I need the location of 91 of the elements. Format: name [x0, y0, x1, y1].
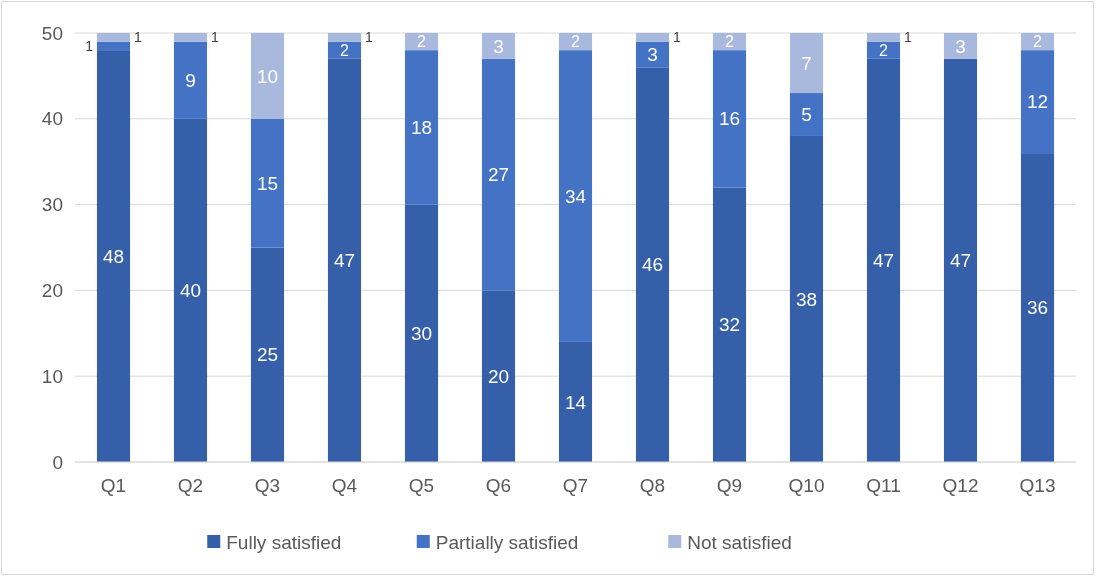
bar	[635, 67, 670, 462]
y-tick-label: 30	[41, 194, 63, 216]
x-tick-label: Q5	[408, 475, 435, 496]
legend-label: Fully satisfied	[226, 531, 342, 553]
data-label: 30	[410, 322, 433, 344]
data-label: 15	[256, 172, 279, 194]
data-label: 38	[795, 288, 818, 310]
bar	[712, 50, 747, 188]
data-label: 1	[365, 29, 374, 46]
bar	[250, 33, 285, 119]
bar	[866, 33, 901, 42]
data-label: 12	[1026, 91, 1049, 113]
x-tick-label: Q9	[716, 475, 743, 496]
data-label: 48	[102, 245, 125, 267]
bar	[712, 187, 747, 462]
data-label: 7	[801, 52, 812, 74]
x-tick-label: Q6	[485, 475, 512, 496]
data-label: 2	[571, 33, 581, 51]
legend-label: Partially satisfied	[435, 531, 579, 553]
bar	[173, 118, 208, 462]
data-label: 47	[949, 250, 972, 272]
bar	[327, 33, 362, 42]
bar	[1020, 50, 1055, 154]
x-tick-label: Q7	[562, 475, 589, 496]
data-label: 32	[718, 314, 741, 336]
bar	[250, 247, 285, 462]
y-tick-label: 40	[41, 108, 63, 130]
data-label: 2	[417, 33, 427, 51]
data-label: 47	[872, 250, 895, 272]
data-label: 2	[725, 33, 735, 51]
x-tick-label: Q2	[177, 475, 204, 496]
bar	[1020, 153, 1055, 462]
bar	[404, 204, 439, 462]
bar	[558, 50, 593, 342]
data-label: 1	[211, 29, 220, 46]
data-label: 5	[801, 104, 812, 126]
data-label: 2	[1033, 33, 1043, 51]
y-tick-label: 10	[41, 365, 63, 387]
data-label: 47	[333, 250, 356, 272]
data-label: 27	[487, 164, 510, 186]
data-label: 1	[85, 37, 94, 54]
data-label: 16	[718, 108, 741, 130]
bar	[327, 58, 362, 462]
y-tick-label: 0	[52, 451, 63, 473]
data-label: 34	[564, 185, 587, 207]
x-tick-label: Q11	[866, 475, 901, 496]
data-label: 3	[493, 35, 504, 57]
bar	[866, 58, 901, 462]
bar	[943, 58, 978, 462]
data-label: 10	[256, 65, 279, 87]
data-label: 40	[179, 280, 202, 302]
bar	[789, 93, 824, 136]
bar	[173, 41, 208, 119]
x-tick-label: Q4	[331, 475, 358, 496]
data-label: 1	[904, 29, 913, 46]
x-tick-label: Q3	[254, 475, 281, 496]
data-label: 14	[564, 391, 587, 413]
data-label: 3	[955, 35, 966, 57]
data-label: 36	[1026, 297, 1049, 319]
bar	[481, 33, 516, 59]
bar	[250, 118, 285, 248]
x-tick-label: Q1	[100, 475, 127, 496]
bar	[404, 50, 439, 205]
bar	[481, 58, 516, 291]
data-label: 20	[487, 365, 510, 387]
bar	[96, 33, 131, 42]
bar	[789, 33, 824, 94]
bar	[558, 341, 593, 462]
data-label: 9	[185, 69, 196, 91]
data-label: 2	[340, 41, 350, 59]
data-label: 25	[256, 344, 279, 366]
bar	[635, 33, 670, 42]
data-label: 46	[641, 254, 664, 276]
data-label: 18	[410, 117, 433, 139]
bar	[943, 33, 978, 59]
data-label: 1	[673, 29, 682, 46]
bar	[173, 33, 208, 42]
data-label: 3	[647, 44, 658, 66]
bar	[789, 135, 824, 462]
x-tick-label: Q13	[1019, 475, 1056, 496]
bar	[96, 50, 131, 462]
x-tick-label: Q10	[788, 475, 825, 496]
bar	[481, 290, 516, 462]
legend-label: Not satisfied	[687, 531, 792, 553]
x-tick-label: Q8	[639, 475, 666, 496]
y-tick-label: 20	[41, 280, 63, 302]
data-label: 1	[134, 29, 143, 46]
x-tick-label: Q12	[942, 475, 979, 496]
y-tick-label: 50	[41, 22, 63, 44]
data-label: 2	[879, 41, 889, 59]
bar	[96, 41, 131, 51]
